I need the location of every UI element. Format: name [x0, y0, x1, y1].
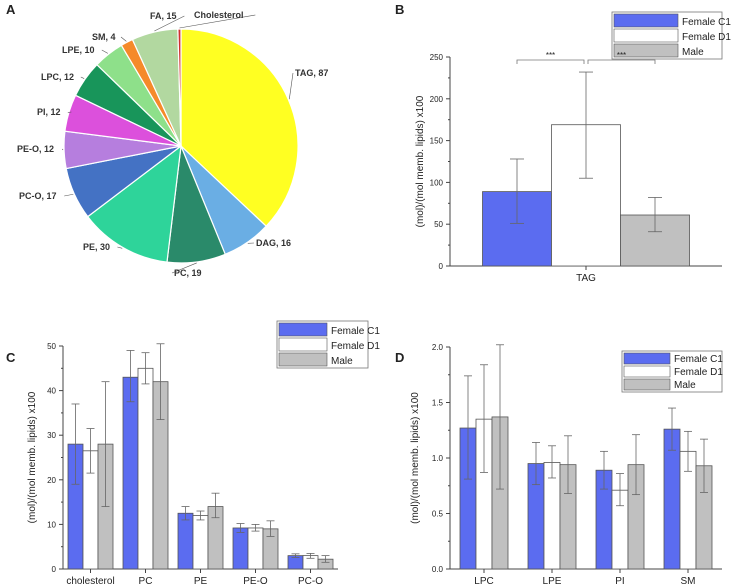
panel-b-ytick-label: 100 — [430, 178, 444, 187]
panel-d-xtick-label-lpe: LPE — [543, 576, 562, 586]
panel-d-legend: Female C1 Female D1 Male — [621, 350, 723, 393]
pie-slice-pe — [86, 144, 182, 263]
panel-b-significance-bracket — [516, 59, 585, 64]
panel-c-bar-female-d1-pe-o — [247, 527, 264, 570]
panel-d-ytick-label: 0.5 — [432, 510, 444, 519]
pie-label-lpe: LPE, 10 — [62, 45, 95, 55]
panel-c-bar-female-c1-pe-o — [232, 527, 249, 570]
panel-d-ytick-label: 2.0 — [432, 343, 444, 352]
pie-label-pe: PE, 30 — [83, 242, 110, 252]
panel-d-legend-swatch-male — [623, 378, 671, 391]
pie-leader-pi — [67, 111, 72, 113]
panel-b-ytick-label: 150 — [430, 137, 444, 146]
panel-letter-b: B — [395, 2, 404, 17]
panel-d-xtick-label-sm: SM — [681, 576, 696, 586]
pie-label-cholesterol: Cholesterol — [194, 10, 244, 20]
pie-label-lpc: LPC, 12 — [41, 72, 74, 82]
pie-label-sm: SM, 4 — [92, 32, 116, 42]
bar-chart-panel-c: 0 10 20 30 40 50 (mol)/(mol memb. lipids) x100… — [27, 320, 380, 586]
panel-c-legend-swatch-male — [278, 352, 328, 367]
bar-chart-panel-d: 0.0 0.5 1.0 1.5 2.0 (mol)/(mol memb. lipids) … — [410, 343, 723, 586]
panel-c-legend: Female C1 Female D1 Male — [276, 320, 380, 369]
panel-d-xtick-label-lpc: LPC — [474, 576, 493, 586]
panel-c-xtick-label-pe: PE — [194, 576, 208, 586]
panel-d-xtick-label-pi: PI — [615, 576, 624, 586]
panel-c-ytick-label: 50 — [47, 342, 56, 351]
panel-letter-a: A — [6, 2, 16, 17]
pie-slice-tag — [180, 28, 299, 228]
panel-d-ytick-label: 1.0 — [432, 454, 444, 463]
pie-label-pe-o: PE-O, 12 — [17, 144, 54, 154]
panel-b-legend-label-female-c1: Female C1 — [682, 17, 731, 28]
panel-c-ytick-label: 40 — [47, 387, 56, 396]
pie-label-pc-o: PC-O, 17 — [19, 191, 57, 201]
panel-b-significance-bracket — [587, 59, 656, 64]
panel-c-bar-female-c1-pc — [122, 376, 139, 570]
pie-chart-panel-a: TAG, 87 DAG, 16 PC, 19 PE, 30 PC-O, 17 PE-O, … — [17, 10, 328, 278]
pie-leader-lpe — [101, 49, 109, 54]
pie-leader-pe — [117, 246, 123, 249]
panel-letter-c: C — [6, 350, 16, 365]
panel-b-significance-label: *** — [546, 51, 555, 60]
panel-b-legend-swatch-female-c1 — [613, 13, 679, 28]
panel-d-bar-female-d1-lpe — [543, 462, 561, 570]
panel-c-ytick-label: 0 — [52, 565, 57, 574]
panel-b-ytick-label: 50 — [434, 220, 443, 229]
panel-c-xtick-label-pe-o: PE-O — [243, 576, 268, 586]
panel-c-legend-label-male: Male — [331, 356, 353, 367]
panel-b-legend-label-male: Male — [682, 47, 704, 58]
pie-leader-lpc — [80, 76, 85, 79]
pie-slice-cholesterol — [177, 28, 182, 147]
pie-leader-cholesterol — [179, 14, 256, 29]
panel-b-ytick-label: 250 — [430, 53, 444, 62]
panel-b-legend-swatch-female-d1 — [613, 28, 679, 43]
panel-d-ytick-label: 1.5 — [432, 399, 444, 408]
panel-d-ytick-label: 0.0 — [432, 565, 444, 574]
panel-b-legend-label-female-d1: Female D1 — [682, 32, 731, 43]
panel-c-y-axis-label: (mol)/(mol memb. lipids) x100 — [27, 391, 38, 523]
panel-b-y-axis-label: (mol)/(mol memb. lipids) x100 — [415, 95, 426, 227]
panel-d-legend-label-female-d1: Female D1 — [674, 367, 723, 378]
bar-chart-panel-b: 0 50 100 150 200 250 (mol)/(mol memb. lipids) … — [415, 11, 731, 284]
pie-leader-sm — [120, 36, 127, 42]
panel-d-legend-swatch-female-c1 — [623, 352, 671, 365]
panel-c-xtick-label-cholesterol: cholesterol — [66, 576, 114, 586]
pie-leader-fa — [154, 15, 185, 32]
panel-c-bar-female-d1-pc — [137, 367, 154, 570]
pie-label-pc: PC, 19 — [174, 268, 202, 278]
pie-leader-pe-o — [61, 148, 64, 151]
panel-c-legend-label-female-c1: Female C1 — [331, 326, 380, 337]
panel-b-significance-label: *** — [617, 51, 626, 60]
pie-leader-tag — [289, 72, 294, 100]
panel-b-legend: Female C1 Female D1 Male — [611, 11, 731, 60]
pie-leader-pc-o — [64, 193, 74, 197]
panel-c-ytick-label: 30 — [47, 431, 56, 440]
panel-d-y-axis-label: (mol)/(mol memb. lipids) x100 — [410, 392, 421, 524]
pie-label-fa: FA, 15 — [150, 11, 177, 21]
panel-c-xtick-label-pc: PC — [139, 576, 153, 586]
pie-label-tag: TAG, 87 — [295, 68, 328, 78]
panel-b-legend-swatch-male — [613, 43, 679, 58]
pie-label-pi: PI, 12 — [37, 107, 61, 117]
panel-c-legend-label-female-d1: Female D1 — [331, 341, 380, 352]
panel-c-xtick-label-pc-o: PC-O — [298, 576, 323, 586]
panel-b-xtick-label-tag: TAG — [576, 273, 596, 284]
panel-c-bar-female-c1-pe — [177, 512, 194, 570]
panel-c-bar-female-d1-pe — [192, 515, 209, 570]
panel-letter-d: D — [395, 350, 404, 365]
panel-b-ytick-label: 0 — [439, 262, 444, 271]
panel-b-ytick-label: 200 — [430, 95, 444, 104]
panel-c-legend-swatch-female-d1 — [278, 337, 328, 352]
pie-label-dag: DAG, 16 — [256, 238, 291, 248]
panel-c-ytick-label: 20 — [47, 476, 56, 485]
panel-d-legend-label-male: Male — [674, 380, 696, 391]
panel-d-legend-label-female-c1: Female C1 — [674, 354, 723, 365]
panel-c-legend-swatch-female-c1 — [278, 322, 328, 337]
pie-leader-pc — [171, 262, 197, 274]
panel-c-ytick-label: 10 — [47, 520, 56, 529]
panel-d-legend-swatch-female-d1 — [623, 365, 671, 378]
